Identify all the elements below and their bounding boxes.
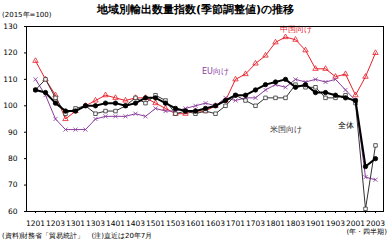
- svg-text:60: 60: [8, 207, 18, 216]
- html-text:(2015年=100): (2015年=100): [2, 11, 52, 19]
- svg-text:1903: 1903: [326, 219, 345, 227]
- svg-text:1801: 1801: [266, 219, 285, 227]
- svg-text:110: 110: [3, 75, 18, 84]
- svg-text:80: 80: [8, 154, 18, 163]
- svg-text:1401: 1401: [106, 219, 125, 227]
- svg-text:中国向け: 中国向け: [279, 25, 312, 35]
- svg-text:1601: 1601: [186, 219, 205, 227]
- svg-text:1303: 1303: [86, 219, 105, 227]
- svg-text:1403: 1403: [126, 219, 145, 227]
- svg-text:1301: 1301: [66, 219, 85, 227]
- svg-text:1701: 1701: [226, 219, 245, 227]
- svg-text:2001: 2001: [346, 219, 365, 227]
- svg-text:1603: 1603: [206, 219, 225, 227]
- svg-text:2003: 2003: [366, 219, 385, 227]
- svg-text:1503: 1503: [166, 219, 185, 227]
- svg-text:90: 90: [8, 128, 18, 137]
- svg-text:70: 70: [8, 180, 18, 189]
- html-text:地域別輸出数量指数(季節調整値)の推移: 地域別輸出数量指数(季節調整値)の推移: [97, 3, 294, 16]
- svg-text:1501: 1501: [146, 219, 165, 227]
- html-text:(資料)財務省「貿易統計」 (注)直近は20年7月: (資料)財務省「貿易統計」 (注)直近は20年7月: [2, 232, 153, 240]
- svg-text:1901: 1901: [306, 219, 325, 227]
- svg-text:130: 130: [3, 22, 18, 31]
- svg-text:1201: 1201: [26, 219, 45, 227]
- svg-text:EU向け: EU向け: [202, 67, 229, 76]
- svg-text:1803: 1803: [286, 219, 305, 227]
- svg-text:1703: 1703: [246, 219, 265, 227]
- html-text:(年・四半期): (年・四半期): [346, 228, 387, 236]
- svg-text:1203: 1203: [46, 219, 65, 227]
- svg-text:120: 120: [3, 48, 18, 57]
- svg-text:全体: 全体: [338, 121, 354, 130]
- svg-text:100: 100: [3, 101, 18, 110]
- svg-text:米国向け: 米国向け: [270, 125, 302, 134]
